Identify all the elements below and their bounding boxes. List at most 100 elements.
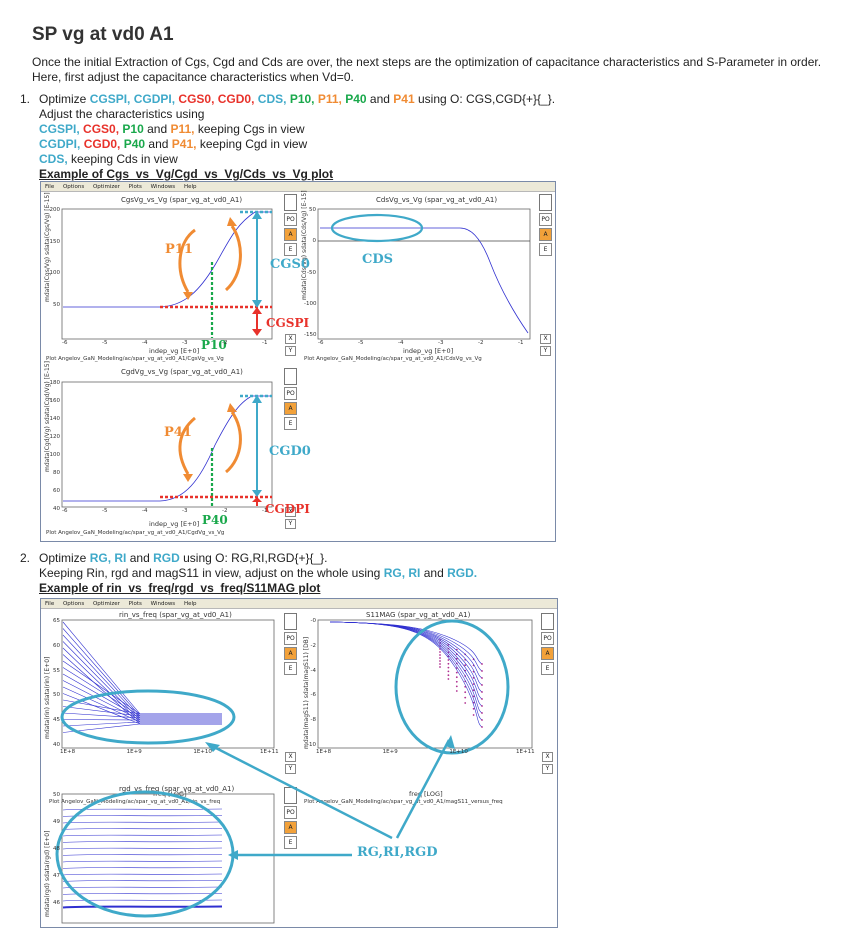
rin-curves [62, 621, 222, 733]
e-button[interactable]: E [284, 243, 297, 256]
a-button[interactable]: A [539, 228, 552, 241]
y-button[interactable]: Y [285, 519, 296, 529]
menu-file[interactable]: File [45, 184, 55, 190]
cds-tick-label: -2 [478, 340, 484, 346]
param-cgdpi: CGDPI, [133, 92, 176, 106]
y-button[interactable]: Y [542, 764, 553, 774]
a-button[interactable]: A [284, 821, 297, 834]
text-and: and [423, 566, 444, 580]
menu-windows[interactable]: Windows [150, 601, 176, 607]
s11-tick-label: 1E+11 [516, 749, 535, 755]
rin-tick-label: 1E+10 [193, 749, 212, 755]
po-button[interactable]: PO [541, 632, 554, 645]
menu-file[interactable]: File [45, 601, 55, 607]
s11-marker [464, 691, 467, 694]
s11-marker [481, 719, 483, 721]
menu-help[interactable]: Help [183, 601, 197, 607]
cgs-plot-frame [61, 208, 273, 340]
plot-icon[interactable] [539, 194, 552, 211]
e-button[interactable]: E [284, 417, 297, 430]
cds-tick-label: -6 [318, 340, 324, 346]
param-cgd0: CGD0, [217, 92, 255, 106]
a-button[interactable]: A [284, 228, 297, 241]
s11-curve [329, 621, 483, 700]
po-button[interactable]: PO [284, 632, 297, 645]
cds-ellipse [330, 213, 424, 243]
cgs-curve [63, 211, 270, 308]
rgd-curve [62, 854, 223, 856]
a-button[interactable]: A [284, 402, 297, 415]
x-button[interactable]: X [542, 752, 553, 762]
rin-curve [62, 654, 222, 725]
text-keeping-cds: keeping Cds in view [71, 152, 178, 166]
s11-marker [481, 677, 483, 679]
text-optimize: Optimize [39, 551, 87, 565]
s11-marker [439, 660, 441, 662]
step-2: 2. Optimize RG, RI and RGD using O: RG,R… [20, 551, 830, 596]
label-cgspi: CGSPI [266, 316, 310, 330]
text-keeping: Keeping Rin, rgd and magS11 in view, adj… [39, 566, 381, 580]
po-button[interactable]: PO [284, 387, 297, 400]
cds-tick-label: -100 [304, 300, 317, 307]
s11-curve [329, 621, 483, 686]
step-1: 1. Optimize CGSPI, CGDPI, CGS0, CGD0, CD… [20, 92, 830, 182]
e-button[interactable]: E [284, 662, 297, 675]
plot-icon[interactable] [541, 613, 554, 630]
y-button[interactable]: Y [540, 346, 551, 356]
rin-curve [62, 641, 222, 721]
menu-help[interactable]: Help [183, 184, 197, 190]
rin-curve [62, 723, 222, 733]
menu-options[interactable]: Options [62, 601, 85, 607]
cgs-x-label: indep_vg [E+0] [149, 347, 200, 355]
rin-side-buttons: PO A E [284, 613, 299, 677]
a-button[interactable]: A [541, 647, 554, 660]
e-button[interactable]: E [284, 836, 297, 849]
cds-tick-label: -1 [518, 340, 524, 346]
s11-marker [447, 666, 450, 669]
plot-icon[interactable] [284, 368, 297, 385]
plot-icon[interactable] [284, 613, 297, 630]
param-p11: P11, [170, 122, 195, 136]
plot-window-resistance: File Options Optimizer Plots Windows Hel… [40, 598, 558, 928]
cgs-tick-label: -3 [182, 340, 188, 346]
s11-marker [472, 689, 475, 692]
s11-xy-buttons: X Y [542, 752, 553, 776]
s11-side-buttons: PO A E [541, 613, 556, 677]
example-title-1: Example of Cgs_vs_Vg/Cgd_vs_Vg/Cds_vs_Vg… [39, 167, 334, 181]
menu-optimizer[interactable]: Optimizer [92, 184, 120, 190]
cgd-tick-label: 120 [49, 434, 61, 440]
po-button[interactable]: PO [284, 806, 297, 819]
intro-line-2: Here, first adjust the capacitance chara… [32, 70, 354, 84]
s11-marker [481, 691, 483, 693]
rin-curve [62, 719, 222, 721]
x-button[interactable]: X [540, 334, 551, 344]
param-cgspi: CGSPI, [89, 92, 131, 106]
menu-windows[interactable]: Windows [150, 184, 176, 190]
po-button[interactable]: PO [284, 213, 297, 226]
menu-optimizer[interactable]: Optimizer [92, 601, 120, 607]
plot-icon[interactable] [284, 194, 297, 211]
param-rgd: RGD [153, 551, 180, 565]
rin-tick-label: 55 [53, 667, 60, 674]
x-button[interactable]: X [285, 752, 296, 762]
s11-marker [439, 657, 441, 659]
menu-plots[interactable]: Plots [128, 184, 142, 190]
label-p40: P40 [202, 513, 228, 527]
po-button[interactable]: PO [539, 213, 552, 226]
menu-plots[interactable]: Plots [128, 601, 142, 607]
e-button[interactable]: E [539, 243, 552, 256]
cgs-plot-title: CgsVg_vs_Vg (spar_vg_at_vd0_A1) [121, 196, 243, 204]
y-button[interactable]: Y [285, 346, 296, 356]
rin-plot-path: Plot Angelov_GaN_Modeling/ac/spar_vg_at_… [49, 799, 221, 805]
cgd-tick-label: -4 [142, 508, 148, 514]
y-button[interactable]: Y [285, 764, 296, 774]
s11-tick-label: -6 [310, 692, 316, 699]
e-button[interactable]: E [541, 662, 554, 675]
a-button[interactable]: A [284, 647, 297, 660]
menu-options[interactable]: Options [62, 184, 85, 190]
cds-tick-label: -150 [304, 332, 317, 338]
x-button[interactable]: X [285, 507, 296, 517]
x-button[interactable]: X [285, 334, 296, 344]
s11-marker [447, 662, 450, 665]
cds-tick-label: -5 [358, 340, 364, 346]
